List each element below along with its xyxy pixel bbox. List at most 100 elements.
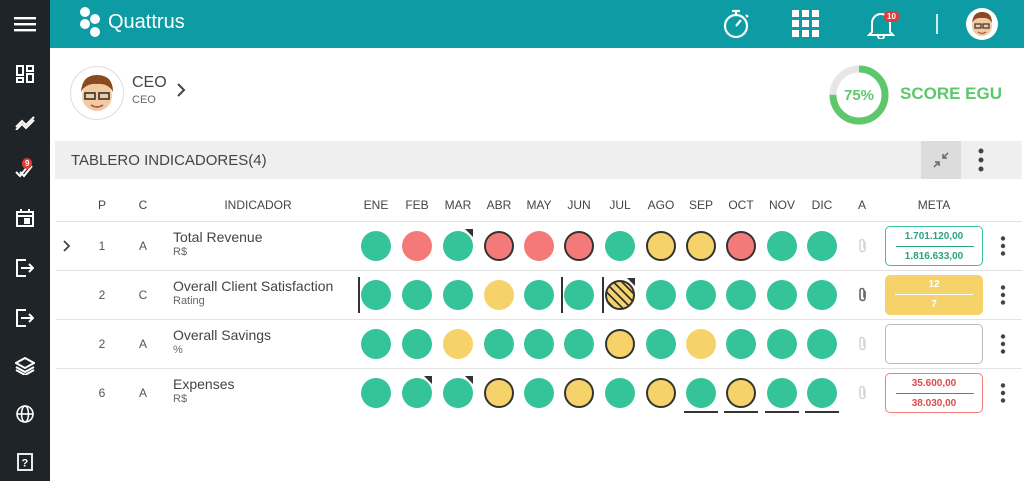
row-menu-button[interactable] xyxy=(996,283,1010,307)
month-status-dot[interactable] xyxy=(767,280,797,310)
period-marker xyxy=(602,277,604,313)
globe-icon[interactable] xyxy=(0,394,50,434)
month-status-dot[interactable] xyxy=(767,329,797,359)
layers-icon[interactable] xyxy=(0,346,50,386)
row-p: 6 xyxy=(98,386,106,400)
month-status-dot[interactable] xyxy=(686,280,716,310)
month-status-dot[interactable] xyxy=(767,378,797,408)
month-status-dot[interactable] xyxy=(402,329,432,359)
attachment-icon[interactable] xyxy=(856,336,870,352)
collapse-icon xyxy=(933,152,949,168)
row-menu-button[interactable] xyxy=(996,381,1010,405)
month-status-dot[interactable] xyxy=(564,329,594,359)
stopwatch-icon[interactable] xyxy=(720,0,752,48)
month-status-dot[interactable] xyxy=(361,231,391,261)
month-status-dot[interactable] xyxy=(524,231,554,261)
period-marker xyxy=(561,277,563,313)
dashboard-panel-header: TABLERO INDICADORES(4) xyxy=(55,141,1022,179)
month-status-dot[interactable] xyxy=(564,280,594,310)
indicator-unit: % xyxy=(173,344,183,356)
row-menu-button[interactable] xyxy=(996,234,1010,258)
month-status-dot[interactable] xyxy=(605,378,635,408)
meta-box[interactable] xyxy=(885,324,983,364)
meta-box[interactable]: 12 7 xyxy=(885,275,983,315)
month-status-dot[interactable] xyxy=(361,378,391,408)
month-status-dot[interactable] xyxy=(361,280,391,310)
more-vert-icon xyxy=(978,148,984,172)
month-status-dot[interactable] xyxy=(807,329,837,359)
meta-divider xyxy=(896,246,974,247)
chevron-right-icon[interactable] xyxy=(176,82,186,103)
meta-box[interactable]: 1.701.120,00 1.816.633,00 xyxy=(885,226,983,266)
row-separator xyxy=(56,270,1022,271)
menu-toggle-icon[interactable] xyxy=(0,4,50,44)
month-status-dot[interactable] xyxy=(484,280,514,310)
help-icon[interactable]: ? xyxy=(0,442,50,482)
app-logo[interactable]: Quattrus xyxy=(78,6,185,38)
user-profile[interactable]: CEO CEO xyxy=(70,66,410,120)
month-status-dot[interactable] xyxy=(564,378,594,408)
expand-row-icon[interactable] xyxy=(63,239,71,257)
month-status-dot[interactable] xyxy=(726,329,756,359)
month-status-dot[interactable] xyxy=(605,329,635,359)
check-badge-icon[interactable]: 9 xyxy=(0,150,50,190)
row-c: A xyxy=(138,239,148,253)
indicator-name[interactable]: Overall Client Satisfaction xyxy=(173,278,334,294)
sidebar-badge: 9 xyxy=(22,158,33,169)
col-month: JUN xyxy=(567,198,591,212)
dashboard-icon[interactable] xyxy=(0,54,50,94)
apps-grid-icon[interactable] xyxy=(790,0,822,48)
month-status-dot[interactable] xyxy=(807,231,837,261)
meta-actual: 1.816.633,00 xyxy=(904,251,964,262)
meta-box[interactable]: 35.600,00 38.030,00 xyxy=(885,373,983,413)
month-status-dot[interactable] xyxy=(686,231,716,261)
login-icon[interactable] xyxy=(0,248,50,288)
month-status-dot[interactable] xyxy=(484,378,514,408)
month-status-dot[interactable] xyxy=(726,378,756,408)
month-status-dot[interactable] xyxy=(646,280,676,310)
month-status-dot[interactable] xyxy=(726,231,756,261)
logout-icon[interactable] xyxy=(0,298,50,338)
month-status-dot[interactable] xyxy=(646,329,676,359)
indicator-name[interactable]: Expenses xyxy=(173,376,235,392)
month-status-dot[interactable] xyxy=(443,329,473,359)
attachment-icon[interactable] xyxy=(856,287,870,303)
month-status-dot[interactable] xyxy=(564,231,594,261)
month-status-dot[interactable] xyxy=(402,280,432,310)
month-status-dot[interactable] xyxy=(524,280,554,310)
comment-corner-marker xyxy=(424,376,432,384)
col-month: MAR xyxy=(444,198,472,212)
month-status-dot[interactable] xyxy=(686,378,716,408)
month-status-dot[interactable] xyxy=(646,378,676,408)
month-status-dot[interactable] xyxy=(402,231,432,261)
month-status-dot[interactable] xyxy=(726,280,756,310)
col-month: JUL xyxy=(609,198,631,212)
score-percent: 75% xyxy=(843,86,875,104)
panel-menu-button[interactable] xyxy=(971,145,991,175)
month-status-dot[interactable] xyxy=(605,231,635,261)
month-status-dot[interactable] xyxy=(807,280,837,310)
comment-corner-marker xyxy=(465,376,473,384)
month-status-dot[interactable] xyxy=(524,329,554,359)
month-status-dot[interactable] xyxy=(524,378,554,408)
month-status-dot[interactable] xyxy=(646,231,676,261)
month-status-dot[interactable] xyxy=(605,280,635,310)
month-status-dot[interactable] xyxy=(484,329,514,359)
month-status-dot[interactable] xyxy=(807,378,837,408)
row-menu-button[interactable] xyxy=(996,332,1010,356)
user-avatar[interactable] xyxy=(964,0,1000,48)
month-status-dot[interactable] xyxy=(484,231,514,261)
month-status-dot[interactable] xyxy=(686,329,716,359)
indicator-name[interactable]: Total Revenue xyxy=(173,229,263,245)
attachment-icon[interactable] xyxy=(856,238,870,254)
trend-icon[interactable] xyxy=(0,102,50,142)
collapse-button[interactable] xyxy=(921,141,961,179)
indicator-name[interactable]: Overall Savings xyxy=(173,327,272,343)
app-name: Quattrus xyxy=(108,10,185,33)
month-status-dot[interactable] xyxy=(767,231,797,261)
calendar-icon[interactable] xyxy=(0,198,50,238)
month-status-dot[interactable] xyxy=(361,329,391,359)
bell-icon[interactable]: 10 xyxy=(864,0,899,48)
attachment-icon[interactable] xyxy=(856,385,870,401)
month-status-dot[interactable] xyxy=(443,280,473,310)
